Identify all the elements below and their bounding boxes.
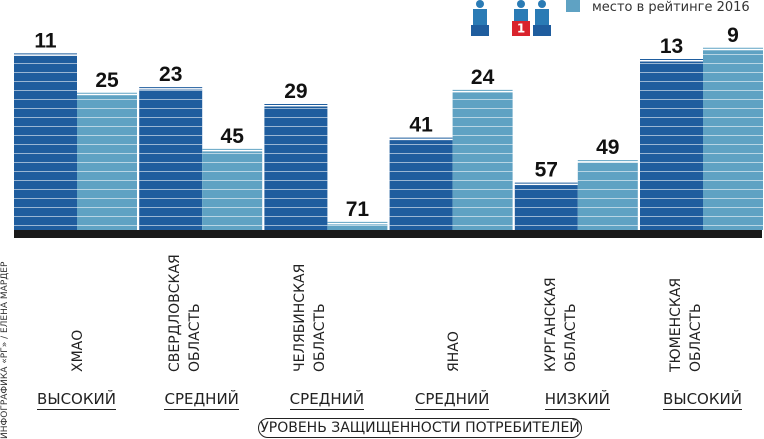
category-label: ТЮМЕНСКАЯ ОБЛАСТЬ: [668, 277, 704, 372]
level-label: ВЫСОКИЙ: [14, 390, 139, 410]
bar-stripes: [389, 140, 453, 230]
level-text: ВЫСОКИЙ: [37, 390, 116, 410]
level-text: ВЫСОКИЙ: [663, 390, 742, 410]
bar-stripes: [139, 89, 203, 230]
value-label: 13: [660, 35, 683, 58]
bar-stripes: [703, 50, 763, 230]
level-text: НИЗКИЙ: [544, 390, 610, 410]
level-text: СРЕДНИЙ: [289, 390, 365, 410]
category-label: ЧЕЛЯБИНСКАЯ ОБЛАСТЬ: [292, 263, 329, 372]
value-label: 49: [596, 136, 619, 159]
category-label: СВЕРДЛОВСКАЯ ОБЛАСТЬ: [167, 254, 204, 372]
bar-stripes: [202, 151, 263, 230]
value-label: 45: [221, 125, 245, 148]
level-label: СРЕДНИЙ: [390, 390, 515, 410]
level-label: СРЕДНИЙ: [139, 390, 264, 410]
legend-swatch: [566, 0, 580, 12]
bar-stripes: [514, 185, 578, 230]
value-label: 25: [95, 69, 119, 92]
category-label: КУРГАНСКАЯ ОБЛАСТЬ: [542, 277, 579, 372]
bar-stripes: [640, 61, 703, 230]
value-label: 41: [409, 114, 433, 137]
value-label: 9: [727, 24, 739, 47]
credit: ИНФОГРАФИКА «РГ» / ЕЛЕНА МАРДЕР: [0, 261, 10, 439]
category-label: ЯНАО: [445, 331, 462, 372]
level-text: СРЕДНИЙ: [164, 390, 239, 410]
bar-stripes: [77, 95, 137, 231]
level-text: СРЕДНИЙ: [414, 390, 490, 410]
value-label: 29: [284, 80, 307, 103]
x-axis-label: УРОВЕНЬ ЗАЩИЩЕННОСТИ ПОТРЕБИТЕЛЕЙ: [258, 418, 582, 438]
value-label: 71: [346, 198, 370, 221]
value-label: 57: [535, 159, 558, 182]
bar-stripes: [14, 55, 77, 230]
value-label: 23: [159, 63, 182, 86]
bar-stripes: [577, 162, 638, 230]
svg-text:1: 1: [517, 22, 525, 36]
baseline: [14, 230, 762, 238]
level-label: ВЫСОКИЙ: [640, 390, 764, 410]
value-label: 24: [471, 66, 495, 89]
bar-stripes: [327, 224, 388, 230]
legend-label: место в рейтинге 2016: [592, 0, 750, 15]
level-label: НИЗКИЙ: [515, 390, 640, 410]
bar-stripes: [264, 106, 328, 230]
level-label: СРЕДНИЙ: [264, 390, 389, 410]
value-label: 11: [34, 29, 57, 52]
category-label: ХМАО: [70, 329, 86, 372]
bar-stripes: [452, 92, 513, 230]
people-icons: 1: [471, 0, 551, 36]
